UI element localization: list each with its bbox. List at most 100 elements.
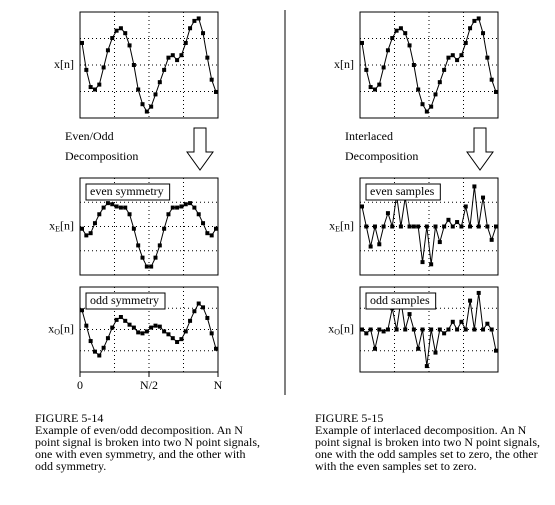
signal-line: [361, 186, 497, 265]
sample: [398, 224, 403, 229]
sample: [433, 224, 438, 229]
sample: [476, 224, 481, 229]
sample: [368, 85, 373, 90]
sample: [433, 350, 438, 355]
sample: [97, 353, 102, 358]
label-part: [n]: [340, 218, 354, 232]
sample: [485, 224, 490, 229]
sample: [494, 348, 498, 353]
sample: [188, 26, 193, 31]
sample: [420, 102, 425, 107]
sample: [403, 31, 408, 36]
sample: [114, 28, 119, 33]
sample: [368, 327, 373, 332]
sample: [175, 58, 180, 63]
sample: [84, 233, 89, 238]
sample: [162, 226, 167, 231]
sample: [114, 204, 119, 209]
sample: [494, 224, 498, 229]
sample: [153, 323, 158, 328]
sample: [196, 16, 201, 21]
sample: [209, 77, 214, 82]
sample: [201, 221, 206, 226]
y-label: xO[n]: [328, 321, 354, 336]
sample: [442, 224, 447, 229]
caption-number: FIGURE 5-15: [315, 411, 383, 425]
sample: [385, 211, 390, 216]
sample: [166, 212, 171, 217]
sample: [446, 217, 451, 222]
sample: [494, 89, 498, 94]
down-arrow: [186, 127, 214, 171]
sample: [411, 63, 416, 67]
sample: [429, 262, 434, 267]
sample: [455, 58, 460, 63]
sample: [450, 319, 455, 324]
label-part: x: [54, 57, 60, 71]
sample: [144, 329, 149, 334]
y-label: xO[n]: [48, 321, 74, 336]
y-label: xE[n]: [329, 218, 354, 233]
sample: [88, 339, 93, 344]
sample: [381, 329, 386, 334]
sample: [105, 336, 110, 341]
sample: [472, 18, 477, 23]
sample: [468, 26, 473, 31]
sample: [360, 327, 364, 332]
sample: [196, 212, 201, 217]
caption-line: point signal is broken into two N point …: [315, 435, 540, 449]
sample: [179, 337, 184, 342]
sample: [170, 205, 175, 210]
sample: [101, 345, 106, 350]
label-part: x: [329, 218, 335, 232]
label-part: E: [55, 224, 60, 233]
legend-box: [85, 183, 171, 201]
x-label: N: [214, 378, 223, 392]
sample: [416, 224, 421, 229]
sample: [489, 327, 494, 332]
sample: [364, 67, 369, 72]
sample: [429, 327, 434, 332]
sample: [416, 87, 421, 92]
sample: [192, 309, 197, 314]
sample: [110, 36, 115, 41]
sample: [455, 220, 460, 225]
sample: [437, 80, 442, 85]
sample: [153, 255, 158, 260]
label-part: x: [49, 218, 55, 232]
sample: [175, 205, 180, 210]
caption-line: with the even samples set to zero.: [315, 459, 477, 473]
sample: [209, 331, 214, 336]
sample: [149, 325, 154, 330]
sample: [411, 224, 416, 229]
sample: [157, 324, 162, 329]
sample: [183, 329, 188, 334]
sample: [411, 327, 416, 332]
sample: [364, 224, 369, 229]
sample: [463, 40, 468, 45]
sample: [368, 244, 373, 249]
sample: [459, 53, 464, 58]
sample: [472, 327, 477, 332]
sample: [485, 321, 490, 326]
x-label: N/2: [140, 378, 158, 392]
sample: [481, 195, 486, 200]
sample: [372, 87, 377, 92]
sample: [162, 67, 167, 72]
sample: [481, 31, 486, 36]
sample: [360, 40, 364, 45]
sample: [489, 237, 494, 242]
sample: [214, 226, 218, 231]
sample: [459, 319, 464, 324]
sample: [437, 327, 442, 332]
caption-line: Example of interlaced decomposition. An …: [315, 423, 527, 437]
label-part: [n]: [340, 57, 354, 71]
decomposition-label: Decomposition: [65, 149, 138, 163]
label-part: O: [334, 327, 340, 336]
sample: [450, 53, 455, 58]
sample: [192, 205, 197, 210]
sample: [188, 201, 193, 206]
legend-box: [365, 292, 437, 310]
sample: [118, 205, 123, 210]
